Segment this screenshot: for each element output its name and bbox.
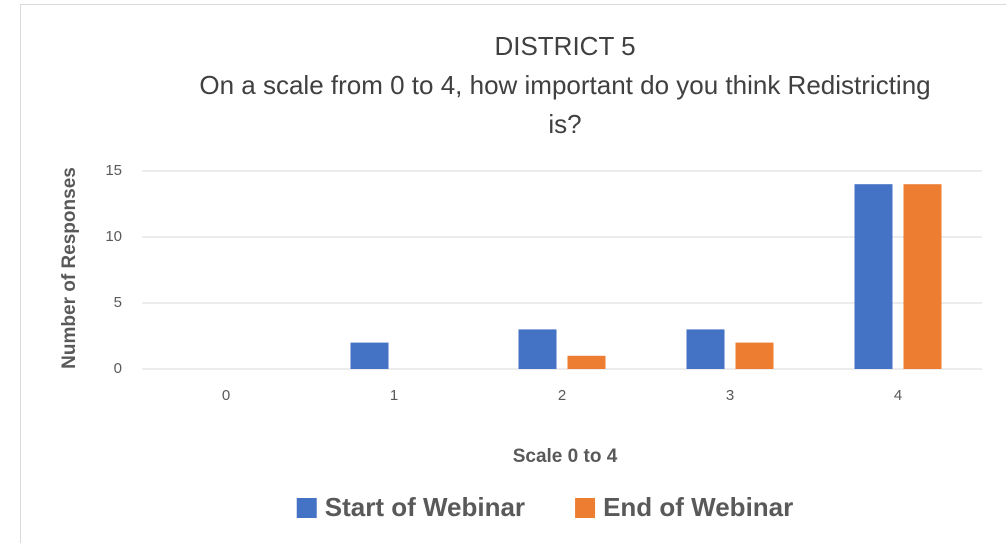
bar [567,355,606,369]
bar [735,342,774,369]
chart-title: DISTRICT 5 [494,31,636,61]
x-tick-label: 2 [558,387,566,404]
bar [903,184,942,369]
legend-swatch [296,498,317,518]
y-tick-label: 15 [105,162,122,179]
y-tick-label: 0 [114,360,122,377]
bar [518,329,557,369]
x-tick-label: 1 [390,387,398,404]
bar [686,329,725,369]
x-tick-label: 0 [222,387,230,404]
legend-swatch [575,498,596,518]
legend-label: Start of Webinar [325,492,525,522]
y-axis-label: Number of Responses [59,167,80,369]
legend-label: End of Webinar [603,492,793,522]
x-tick-label: 4 [894,387,902,404]
x-axis-label: Scale 0 to 4 [513,446,618,467]
bar [854,184,893,369]
bar [350,342,389,369]
chart-frame [20,4,1006,543]
chart-subtitle: On a scale from 0 to 4, how important do… [199,70,931,139]
x-tick-label: 3 [726,387,734,404]
y-tick-label: 5 [114,294,122,311]
y-tick-label: 10 [105,228,122,245]
